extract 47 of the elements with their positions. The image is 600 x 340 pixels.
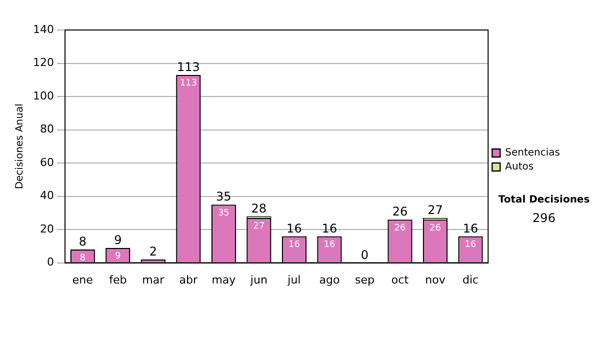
data-label: 16 [324, 240, 336, 250]
y-tick-label: 120 [32, 56, 54, 70]
data-label: 113 [180, 78, 198, 89]
y-tick-label: 40 [40, 189, 54, 202]
y-axis-title: Decisiones Anual [14, 104, 26, 190]
x-tick-label: sep [354, 273, 374, 286]
total-label: 26 [392, 204, 408, 219]
y-tick-label: 80 [40, 122, 54, 136]
x-tick-label: jun [249, 273, 268, 286]
legend-label: Sentencias [505, 148, 560, 159]
x-tick-label: dic [462, 273, 479, 286]
text: Total Decisiones [498, 194, 590, 206]
x-tick-label: mar [142, 273, 165, 286]
total-label: 8 [78, 234, 86, 249]
data-label: 16 [464, 240, 477, 250]
y-tick-label: 60 [40, 156, 54, 169]
total-label: 35 [216, 190, 232, 204]
data-label: 9 [115, 252, 122, 262]
total-label: 27 [428, 203, 443, 218]
data-label: 8 [80, 253, 86, 264]
y-tick-label: 140 [32, 22, 54, 36]
total-label: 113 [176, 60, 200, 74]
x-tick-label: oct [391, 273, 410, 286]
x-tick-label: ene [72, 273, 94, 286]
total-label: 2 [149, 244, 157, 259]
legend-label: Autos [505, 162, 534, 173]
data-label: 27 [253, 222, 265, 232]
total-label: 0 [360, 248, 369, 262]
total-label: 28 [251, 201, 267, 216]
y-tick-label: 20 [40, 222, 54, 236]
total-label: 16 [462, 221, 478, 236]
x-tick-label: abr [179, 273, 198, 286]
y-tick-label: 100 [32, 89, 54, 102]
total-label: 16 [322, 221, 338, 236]
x-tick-label: may [212, 273, 236, 286]
text: 296 [532, 211, 556, 226]
data-label: 26 [430, 223, 442, 234]
total-label: 16 [286, 221, 302, 236]
data-label: 26 [394, 223, 406, 234]
x-tick-label: feb [109, 273, 127, 286]
total-label: 9 [114, 232, 122, 247]
data-label: 16 [288, 240, 300, 250]
x-tick-label: nov [425, 273, 446, 286]
x-tick-label: ago [319, 273, 340, 286]
y-tick-label: 0 [46, 256, 54, 269]
data-label: 35 [218, 208, 230, 218]
x-tick-label: jul [286, 273, 301, 286]
